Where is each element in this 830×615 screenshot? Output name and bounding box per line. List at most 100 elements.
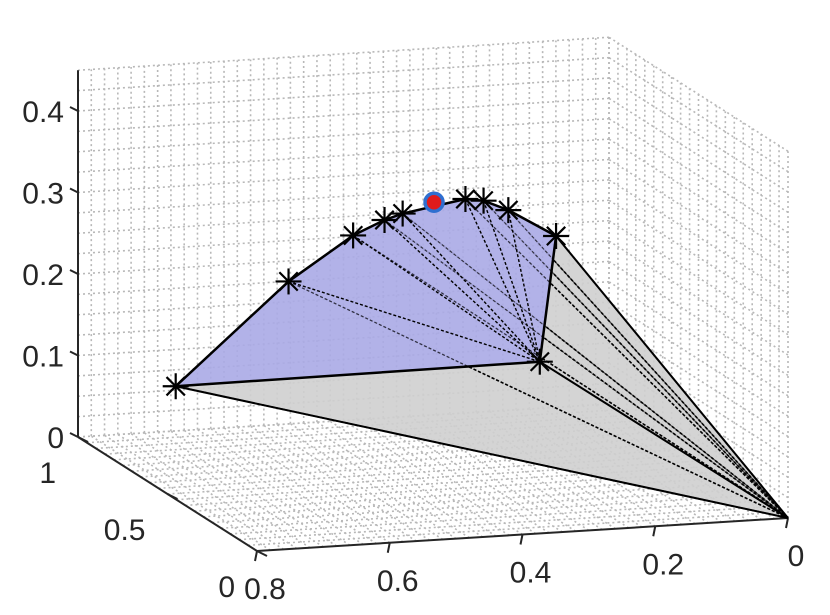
z-tick-mark xyxy=(69,269,79,275)
z-tick-mark xyxy=(69,350,79,357)
z-tick-mark xyxy=(69,432,79,438)
star-marker xyxy=(543,223,570,250)
gridline xyxy=(149,448,681,484)
gridline xyxy=(122,431,654,467)
star-marker-stroke xyxy=(392,203,413,224)
y-tick-label: 0.5 xyxy=(104,514,146,547)
gridline xyxy=(157,431,338,547)
inner-ray xyxy=(384,219,789,519)
y-tick-mark xyxy=(167,493,178,500)
gridline xyxy=(608,240,789,356)
z-tick-label: 0.3 xyxy=(22,178,64,211)
gridline xyxy=(86,408,618,444)
x-tick-label: 0.4 xyxy=(510,557,552,590)
gridline xyxy=(197,428,377,545)
x-tick-mark xyxy=(652,526,657,537)
gridline xyxy=(608,56,789,173)
gridline xyxy=(77,199,610,235)
gridline xyxy=(170,430,351,546)
gridline xyxy=(131,437,663,472)
x-tick-mark xyxy=(785,517,789,529)
inner-chord xyxy=(402,213,541,363)
star-marker xyxy=(452,185,479,212)
z-tick-label: 0.4 xyxy=(22,96,64,129)
gridline xyxy=(608,77,789,193)
gridline xyxy=(113,426,645,461)
gridline xyxy=(194,477,726,512)
cone-edge xyxy=(555,235,789,519)
star-marker-stroke xyxy=(343,225,364,246)
inner-ray xyxy=(288,280,789,519)
gridline xyxy=(104,420,636,455)
gridline xyxy=(77,97,610,133)
star-marker xyxy=(526,348,553,375)
z-tick-mark xyxy=(69,187,79,194)
front-polygon xyxy=(174,197,558,388)
gridline xyxy=(608,36,789,152)
gridline xyxy=(158,454,690,490)
gridline xyxy=(176,465,708,501)
inner-ray xyxy=(402,213,789,519)
star-marker xyxy=(371,207,398,233)
x-tick-label: 0.6 xyxy=(377,565,419,598)
gridline xyxy=(608,138,789,254)
z-tick-label: 0 xyxy=(47,422,64,455)
gridline xyxy=(608,97,789,214)
star-marker-stroke xyxy=(546,226,567,246)
inner-chord xyxy=(384,219,541,363)
gridline xyxy=(608,158,789,275)
x-tick-mark xyxy=(254,550,258,562)
y-tick-mark xyxy=(77,436,89,443)
inner-ray xyxy=(465,198,789,519)
z-tick-label: 0.1 xyxy=(22,341,64,374)
y-tick-label: 1 xyxy=(39,457,56,490)
gridline xyxy=(250,425,431,541)
gridline xyxy=(130,433,311,549)
cone-edge xyxy=(175,385,789,519)
z-tick-mark xyxy=(69,106,79,112)
gridline xyxy=(608,118,789,234)
y-tick-mark xyxy=(256,550,268,557)
gridline xyxy=(329,420,510,536)
gridline xyxy=(608,301,789,417)
star-marker xyxy=(495,197,522,224)
gridline xyxy=(248,511,780,547)
star-marker-stroke xyxy=(473,190,494,211)
z-tick-label: 0.2 xyxy=(22,259,64,292)
gridline xyxy=(210,428,391,544)
gridline xyxy=(77,138,610,173)
x-tick-mark xyxy=(519,534,524,545)
star-marker xyxy=(389,200,416,227)
star-marker-stroke xyxy=(529,351,550,372)
gridline xyxy=(608,281,789,397)
inner-chord xyxy=(482,200,541,362)
inner-ray xyxy=(352,234,789,519)
gridline xyxy=(140,443,672,478)
inner-chord xyxy=(507,209,541,362)
gridline xyxy=(608,219,789,336)
star-marker-stroke xyxy=(278,271,299,292)
gridline xyxy=(608,260,789,377)
star-marker-stroke xyxy=(165,376,186,397)
data-layer xyxy=(162,185,789,519)
gridline xyxy=(221,494,753,529)
highlight-point xyxy=(423,191,445,213)
gridline xyxy=(77,117,610,153)
gridline xyxy=(77,219,610,255)
gridline xyxy=(167,460,699,495)
inner-ray xyxy=(483,200,789,519)
star-marker xyxy=(275,268,302,295)
gridline xyxy=(289,423,470,539)
cone-face xyxy=(175,236,788,518)
gridline xyxy=(77,56,610,92)
cone-edge xyxy=(539,360,789,519)
star-marker xyxy=(340,222,367,249)
gridline xyxy=(77,36,610,72)
star-marker xyxy=(470,187,497,214)
gridline xyxy=(77,179,610,214)
star-marker xyxy=(162,373,189,400)
gridline xyxy=(239,505,771,541)
x-tick-mark xyxy=(386,542,391,553)
